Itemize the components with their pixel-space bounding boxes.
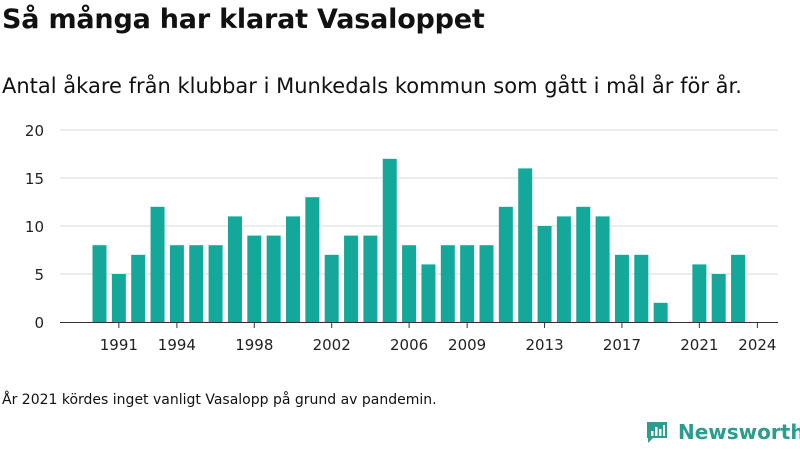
bar-2000 bbox=[286, 216, 300, 322]
newsworthy-logo-icon bbox=[647, 422, 667, 443]
bar-2021 bbox=[692, 264, 707, 322]
bar-chart: 0 5 10 15 20 1991 1994 1998 2002 2006 2009 2013 2017… bbox=[25, 122, 778, 354]
x-tick-label: 1991 bbox=[100, 336, 138, 354]
bar-2016 bbox=[595, 216, 610, 322]
footnote: År 2021 kördes inget vanligt Vasalopp på… bbox=[2, 392, 437, 408]
bar-1996 bbox=[208, 245, 223, 322]
y-tick-label: 10 bbox=[25, 218, 44, 236]
bar-1995 bbox=[189, 245, 204, 322]
x-tick-label: 2017 bbox=[603, 336, 641, 354]
bar-1991 bbox=[111, 274, 126, 322]
y-tick-label: 20 bbox=[25, 122, 44, 140]
bar-1993 bbox=[150, 206, 165, 322]
bar-2009 bbox=[460, 245, 475, 322]
newsworthy-logo-text: Newsworthy bbox=[678, 420, 800, 444]
x-tick-label: 1994 bbox=[158, 336, 196, 354]
bar-2010 bbox=[479, 245, 494, 322]
bar-1990 bbox=[92, 245, 107, 322]
y-tick-label: 0 bbox=[34, 314, 44, 332]
bar-2004 bbox=[363, 235, 378, 322]
bar-2001 bbox=[305, 197, 320, 322]
x-tick-label: 2002 bbox=[313, 336, 351, 354]
x-tick-label: 2013 bbox=[525, 336, 563, 354]
newsworthy-logo: Newsworthy bbox=[644, 419, 800, 445]
x-tick-label: 2021 bbox=[680, 336, 718, 354]
bar-2019 bbox=[653, 302, 668, 322]
bar-1999 bbox=[266, 235, 281, 322]
bar-2018 bbox=[634, 254, 649, 322]
bar-2012 bbox=[518, 168, 533, 322]
y-tick-label: 15 bbox=[25, 170, 44, 188]
bar-2002 bbox=[324, 254, 339, 322]
bar-2011 bbox=[498, 206, 513, 322]
bar-1998 bbox=[247, 235, 262, 322]
chart-title: Så många har klarat Vasaloppet bbox=[2, 4, 485, 35]
bar-2005 bbox=[382, 158, 397, 322]
bar-2015 bbox=[576, 206, 591, 322]
bar-2022 bbox=[711, 274, 726, 322]
bar-1997 bbox=[227, 216, 242, 322]
bar-1994 bbox=[169, 245, 184, 322]
bar-2008 bbox=[440, 245, 455, 322]
x-tick-label: 2006 bbox=[390, 336, 428, 354]
bar-2013 bbox=[537, 226, 552, 322]
bar-2023 bbox=[731, 254, 746, 322]
bar-2006 bbox=[402, 245, 417, 322]
bar-2014 bbox=[556, 216, 571, 322]
y-tick-label: 5 bbox=[34, 266, 44, 284]
bar-1992 bbox=[131, 254, 146, 322]
bar-2007 bbox=[421, 264, 436, 322]
bar-2017 bbox=[614, 254, 629, 322]
bar-2003 bbox=[344, 235, 359, 322]
x-tick-label: 1998 bbox=[235, 336, 273, 354]
x-tick-label: 2024 bbox=[738, 336, 776, 354]
chart-subtitle: Antal åkare från klubbar i Munkedals kom… bbox=[2, 74, 742, 98]
x-tick-label: 2009 bbox=[448, 336, 486, 354]
